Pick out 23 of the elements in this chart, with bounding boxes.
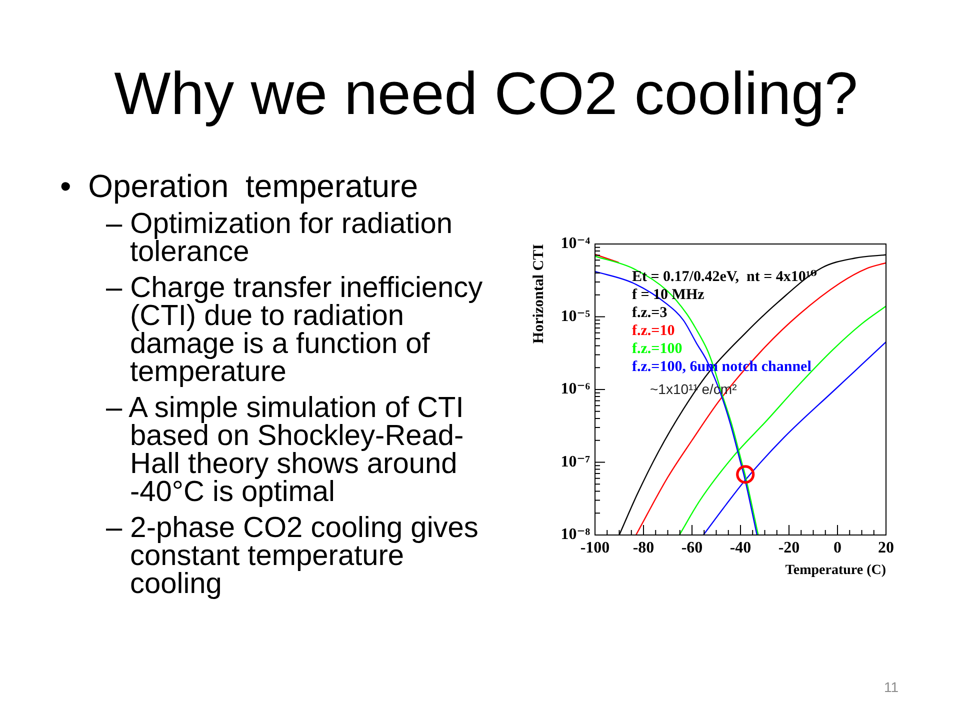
y-axis-title: Horizontal CTI xyxy=(530,244,547,344)
x-tick-label: 0 xyxy=(834,540,842,557)
text: – Charge transfer inefficiency (CTI) due to radiation damage is a function of temperature xyxy=(106,272,484,388)
y-tick-label: 10⁻⁵ xyxy=(560,308,590,325)
x-tick-label: -20 xyxy=(778,540,800,557)
y-tick-label: 10⁻⁴ xyxy=(560,235,590,252)
x-tick-label: 20 xyxy=(878,540,894,557)
y-tick-label: 10⁻⁶ xyxy=(560,380,590,398)
text: f.z.=3 xyxy=(632,304,668,321)
text: – 2-phase CO2 cooling gives constant temperature cooling xyxy=(106,512,480,600)
text: – Optimization for radiation tolerance xyxy=(106,208,454,268)
text: f.z.=100 xyxy=(632,340,682,357)
x-axis-title: Temperature (C) xyxy=(785,563,886,578)
x-tick-label: -60 xyxy=(681,540,703,557)
text: • Operation temperature xyxy=(60,168,420,204)
x-tick-label: -80 xyxy=(632,540,654,557)
annotation: f = 10 MHz xyxy=(632,286,705,303)
text: 11 xyxy=(884,679,899,695)
y-tick-label: 10⁻⁷ xyxy=(560,453,590,470)
chart-title: Why we need CO2 cooling? xyxy=(113,60,859,128)
text: – A simple simulation of CTI based on Shockley-Read-Hall theory shows around -40°C is optimal xyxy=(106,392,465,508)
x-tick-label: -40 xyxy=(730,540,752,557)
text: f.z.=10 xyxy=(632,322,675,339)
